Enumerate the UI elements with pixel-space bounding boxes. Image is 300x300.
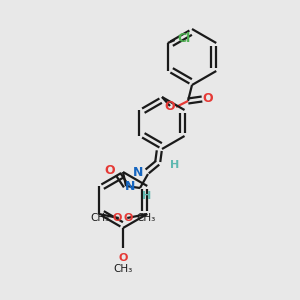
Text: O: O — [105, 164, 115, 176]
Text: CH₃: CH₃ — [90, 213, 109, 223]
Text: O: O — [203, 92, 213, 106]
Text: N: N — [124, 181, 135, 194]
Text: O: O — [113, 213, 122, 223]
Text: CH₃: CH₃ — [113, 264, 133, 274]
Text: O: O — [165, 100, 175, 112]
Text: H: H — [170, 160, 179, 170]
Text: O: O — [124, 213, 133, 223]
Text: CH₃: CH₃ — [137, 213, 156, 223]
Text: H: H — [142, 191, 151, 201]
Text: Cl: Cl — [178, 32, 191, 46]
Text: N: N — [133, 167, 143, 179]
Text: O: O — [118, 253, 128, 263]
